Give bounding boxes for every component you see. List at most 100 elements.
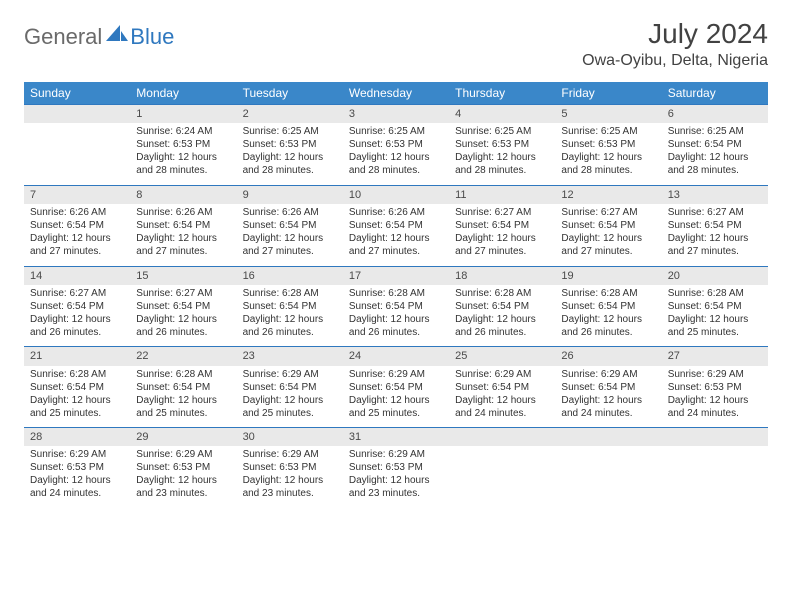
day-number: 4 <box>449 105 555 123</box>
sunset-text: Sunset: 6:54 PM <box>30 381 124 394</box>
weekday-header-row: SundayMondayTuesdayWednesdayThursdayFrid… <box>24 82 768 105</box>
daylight-text: Daylight: 12 hours and 23 minutes. <box>243 474 337 500</box>
day-number-row: 21222324252627 <box>24 347 768 366</box>
logo-text-blue: Blue <box>130 24 174 50</box>
sunset-text: Sunset: 6:54 PM <box>136 300 230 313</box>
day-number: 1 <box>130 105 236 123</box>
day-number-cell: 3 <box>343 105 449 124</box>
day-number: 14 <box>24 267 130 285</box>
sunset-text: Sunset: 6:54 PM <box>455 219 549 232</box>
sunrise-text: Sunrise: 6:29 AM <box>668 368 762 381</box>
day-content-cell: Sunrise: 6:29 AMSunset: 6:53 PMDaylight:… <box>343 446 449 508</box>
day-number-row: 78910111213 <box>24 185 768 204</box>
daylight-text: Daylight: 12 hours and 28 minutes. <box>243 151 337 177</box>
sunset-text: Sunset: 6:54 PM <box>349 381 443 394</box>
location-subtitle: Owa-Oyibu, Delta, Nigeria <box>582 52 768 70</box>
day-content-row: Sunrise: 6:28 AMSunset: 6:54 PMDaylight:… <box>24 366 768 428</box>
sunrise-text: Sunrise: 6:29 AM <box>349 448 443 461</box>
sunrise-text: Sunrise: 6:25 AM <box>455 125 549 138</box>
day-number-cell: 24 <box>343 347 449 366</box>
daylight-text: Daylight: 12 hours and 28 minutes. <box>455 151 549 177</box>
day-number: 22 <box>130 347 236 365</box>
sunrise-text: Sunrise: 6:28 AM <box>561 287 655 300</box>
weekday-header: Sunday <box>24 82 130 105</box>
sunset-text: Sunset: 6:54 PM <box>243 219 337 232</box>
day-details: Sunrise: 6:26 AMSunset: 6:54 PMDaylight:… <box>24 204 130 264</box>
daylight-text: Daylight: 12 hours and 25 minutes. <box>349 394 443 420</box>
day-details: Sunrise: 6:27 AMSunset: 6:54 PMDaylight:… <box>24 285 130 345</box>
day-content-cell: Sunrise: 6:28 AMSunset: 6:54 PMDaylight:… <box>449 285 555 347</box>
day-number-cell: 1 <box>130 105 236 124</box>
sunset-text: Sunset: 6:53 PM <box>136 461 230 474</box>
calendar-table: SundayMondayTuesdayWednesdayThursdayFrid… <box>24 82 768 508</box>
day-number: 7 <box>24 186 130 204</box>
day-content-cell: Sunrise: 6:27 AMSunset: 6:54 PMDaylight:… <box>130 285 236 347</box>
day-content-row: Sunrise: 6:27 AMSunset: 6:54 PMDaylight:… <box>24 285 768 347</box>
sunrise-text: Sunrise: 6:27 AM <box>30 287 124 300</box>
day-number-cell: 30 <box>237 428 343 447</box>
day-number-cell: 26 <box>555 347 661 366</box>
day-content-cell: Sunrise: 6:29 AMSunset: 6:53 PMDaylight:… <box>24 446 130 508</box>
day-number-cell: 14 <box>24 266 130 285</box>
sunrise-text: Sunrise: 6:28 AM <box>30 368 124 381</box>
sunrise-text: Sunrise: 6:28 AM <box>136 368 230 381</box>
day-number-cell: 10 <box>343 185 449 204</box>
sunset-text: Sunset: 6:53 PM <box>30 461 124 474</box>
day-content-cell: Sunrise: 6:26 AMSunset: 6:54 PMDaylight:… <box>24 204 130 266</box>
day-number: 9 <box>237 186 343 204</box>
daylight-text: Daylight: 12 hours and 27 minutes. <box>30 232 124 258</box>
weekday-header: Thursday <box>449 82 555 105</box>
sunset-text: Sunset: 6:54 PM <box>30 300 124 313</box>
weekday-header: Tuesday <box>237 82 343 105</box>
day-number-cell: 20 <box>662 266 768 285</box>
day-number-cell: 16 <box>237 266 343 285</box>
day-details: Sunrise: 6:29 AMSunset: 6:53 PMDaylight:… <box>237 446 343 506</box>
day-number: 6 <box>662 105 768 123</box>
sunrise-text: Sunrise: 6:28 AM <box>349 287 443 300</box>
day-content-cell <box>555 446 661 508</box>
sunset-text: Sunset: 6:53 PM <box>455 138 549 151</box>
day-number-cell: 31 <box>343 428 449 447</box>
day-details: Sunrise: 6:27 AMSunset: 6:54 PMDaylight:… <box>662 204 768 264</box>
sunrise-text: Sunrise: 6:28 AM <box>668 287 762 300</box>
weekday-header: Wednesday <box>343 82 449 105</box>
sunset-text: Sunset: 6:53 PM <box>668 381 762 394</box>
daylight-text: Daylight: 12 hours and 28 minutes. <box>561 151 655 177</box>
day-number: 16 <box>237 267 343 285</box>
day-content-cell: Sunrise: 6:29 AMSunset: 6:54 PMDaylight:… <box>449 366 555 428</box>
day-number: 29 <box>130 428 236 446</box>
day-content-cell: Sunrise: 6:29 AMSunset: 6:54 PMDaylight:… <box>555 366 661 428</box>
day-number: 26 <box>555 347 661 365</box>
sunset-text: Sunset: 6:54 PM <box>561 300 655 313</box>
day-number-cell: 18 <box>449 266 555 285</box>
logo-text-general: General <box>24 24 102 50</box>
sunset-text: Sunset: 6:54 PM <box>561 219 655 232</box>
day-content-cell: Sunrise: 6:25 AMSunset: 6:53 PMDaylight:… <box>449 123 555 185</box>
sunset-text: Sunset: 6:54 PM <box>668 219 762 232</box>
day-number: 13 <box>662 186 768 204</box>
daylight-text: Daylight: 12 hours and 25 minutes. <box>668 313 762 339</box>
day-details: Sunrise: 6:27 AMSunset: 6:54 PMDaylight:… <box>449 204 555 264</box>
day-number-cell: 12 <box>555 185 661 204</box>
day-number-cell: 17 <box>343 266 449 285</box>
day-content-cell: Sunrise: 6:29 AMSunset: 6:53 PMDaylight:… <box>237 446 343 508</box>
daylight-text: Daylight: 12 hours and 24 minutes. <box>561 394 655 420</box>
sunset-text: Sunset: 6:54 PM <box>349 300 443 313</box>
sunset-text: Sunset: 6:54 PM <box>30 219 124 232</box>
day-content-cell: Sunrise: 6:27 AMSunset: 6:54 PMDaylight:… <box>449 204 555 266</box>
sunrise-text: Sunrise: 6:25 AM <box>349 125 443 138</box>
sunset-text: Sunset: 6:53 PM <box>243 138 337 151</box>
weekday-header: Monday <box>130 82 236 105</box>
day-number-row: 14151617181920 <box>24 266 768 285</box>
day-number-cell: 15 <box>130 266 236 285</box>
day-content-cell: Sunrise: 6:27 AMSunset: 6:54 PMDaylight:… <box>662 204 768 266</box>
daylight-text: Daylight: 12 hours and 26 minutes. <box>136 313 230 339</box>
day-number: 30 <box>237 428 343 446</box>
daylight-text: Daylight: 12 hours and 25 minutes. <box>30 394 124 420</box>
header: General Blue July 2024 Owa-Oyibu, Delta,… <box>24 18 768 70</box>
sunset-text: Sunset: 6:54 PM <box>243 381 337 394</box>
sunrise-text: Sunrise: 6:25 AM <box>668 125 762 138</box>
day-number-cell: 6 <box>662 105 768 124</box>
sunrise-text: Sunrise: 6:29 AM <box>561 368 655 381</box>
day-number <box>449 428 555 446</box>
